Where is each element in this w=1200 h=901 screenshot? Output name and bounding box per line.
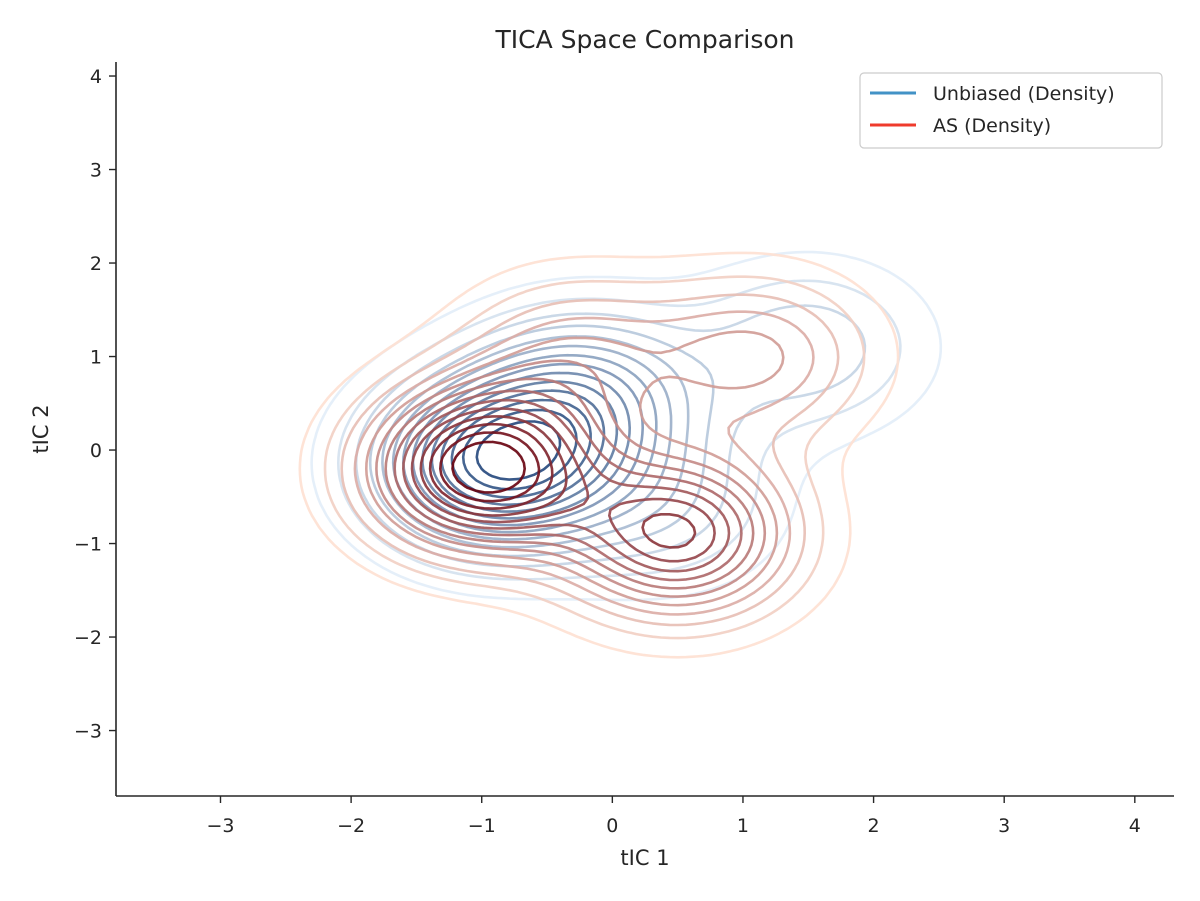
y-tick-label: 0 — [90, 440, 102, 462]
contour-layer — [298, 250, 943, 659]
x-axis-label: tIC 1 — [620, 846, 669, 870]
contour-line-as — [410, 407, 716, 563]
contour-line-as — [365, 330, 785, 607]
x-tick-label: 2 — [868, 815, 880, 837]
y-tick-label: 4 — [90, 66, 102, 88]
contour-line-as — [375, 359, 767, 598]
x-tick-label: 3 — [998, 815, 1010, 837]
y-tick-label: 1 — [90, 347, 102, 369]
y-tick-label: −3 — [74, 721, 102, 743]
chart-title: TICA Space Comparison — [495, 25, 795, 54]
y-tick-label: 3 — [90, 160, 102, 182]
y-tick-label: −2 — [74, 627, 102, 649]
contour-line-unbiased — [475, 420, 562, 481]
x-tick-label: 4 — [1129, 815, 1141, 837]
legend: Unbiased (Density) AS (Density) — [859, 72, 1163, 149]
contour-line-as — [384, 377, 755, 590]
y-ticks: −3 −2 −1 0 1 2 3 4 — [74, 66, 116, 743]
legend-label-as: AS (Density) — [933, 115, 1051, 137]
contour-line-as — [402, 398, 731, 573]
x-tick-label: 1 — [737, 815, 749, 837]
y-tick-label: 2 — [90, 253, 102, 275]
contour-line-as — [298, 251, 900, 659]
contour-line-as — [419, 415, 697, 549]
contour-line-as — [353, 310, 815, 616]
x-tick-label: 0 — [606, 815, 618, 837]
contour-line-as — [439, 431, 541, 503]
contour-line-as — [323, 275, 866, 640]
legend-label-unbiased: Unbiased (Density) — [933, 83, 1115, 105]
contour-line-as — [428, 422, 554, 510]
legend-box — [859, 72, 1163, 149]
contour-line-as — [451, 440, 526, 494]
contour-line-as — [340, 293, 840, 627]
y-axis-label: tIC 2 — [29, 404, 53, 453]
contour-line-as — [393, 389, 743, 582]
y-tick-label: −1 — [74, 534, 102, 556]
x-tick-label: −3 — [206, 815, 234, 837]
x-tick-label: −1 — [468, 815, 496, 837]
x-tick-label: −2 — [337, 815, 365, 837]
x-ticks: −3 −2 −1 0 1 2 3 4 — [206, 796, 1141, 837]
